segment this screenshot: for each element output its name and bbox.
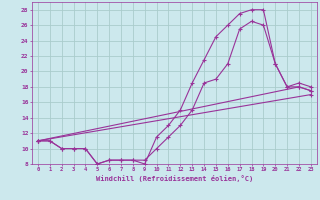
X-axis label: Windchill (Refroidissement éolien,°C): Windchill (Refroidissement éolien,°C)	[96, 175, 253, 182]
